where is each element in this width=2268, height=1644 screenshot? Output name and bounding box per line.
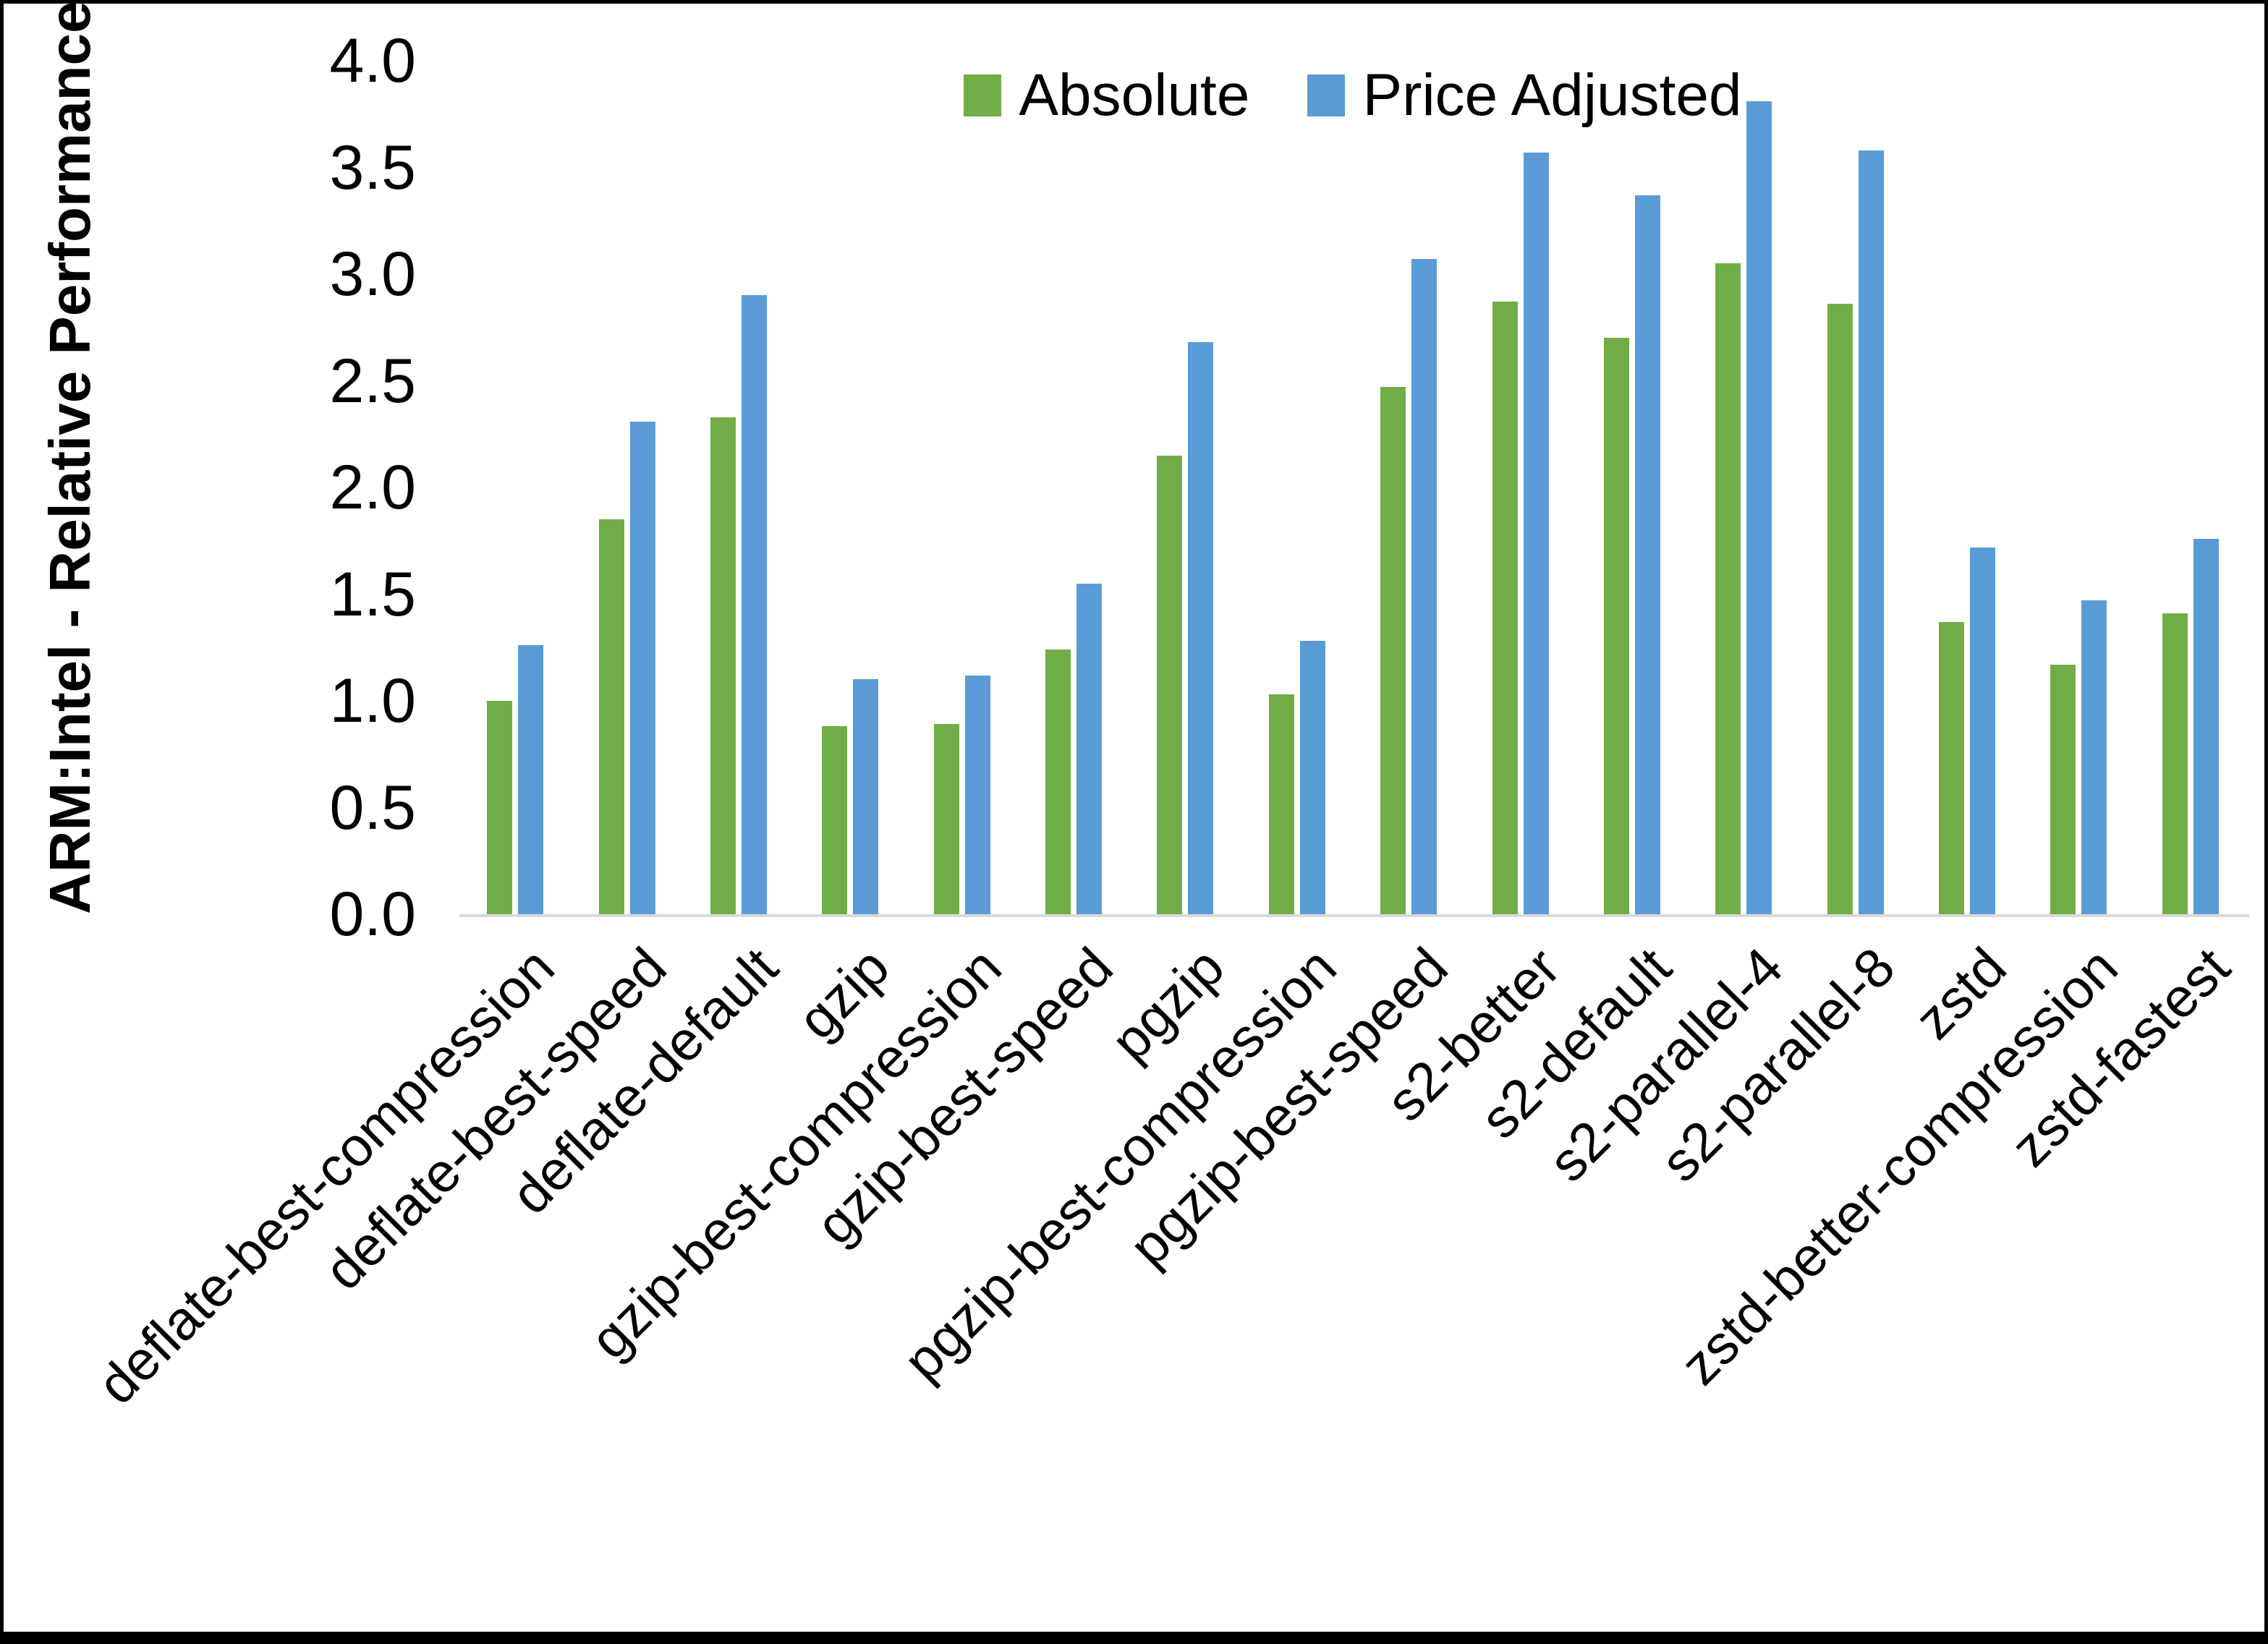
legend: Absolute Price Adjusted — [459, 66, 2246, 125]
legend-item-price-adjusted: Price Adjusted — [1307, 62, 1742, 128]
bar-group — [1603, 61, 1660, 914]
bar-group — [1157, 61, 1214, 914]
y-tick-label: 0.5 — [329, 772, 416, 843]
bar-price-adjusted — [2193, 539, 2219, 914]
bar-price-adjusted — [964, 676, 990, 914]
bar-group — [1715, 61, 1772, 914]
bar-price-adjusted — [1746, 101, 1772, 914]
legend-swatch-icon — [1307, 74, 1346, 116]
bar-price-adjusted — [2081, 600, 2107, 914]
y-tick-label: 1.0 — [329, 666, 416, 736]
bar-price-adjusted — [1076, 584, 1103, 914]
bar-group — [933, 61, 990, 914]
bar-absolute — [1157, 456, 1183, 914]
bar-group — [1268, 61, 1325, 914]
bar-price-adjusted — [518, 645, 544, 914]
bar-group — [822, 61, 879, 914]
bar-absolute — [2162, 613, 2188, 914]
y-axis-title: ARM:Intel - Relative Performance — [38, 1, 102, 914]
y-tick-label: 4.0 — [329, 26, 416, 95]
y-tick-label: 2.0 — [329, 453, 416, 522]
y-tick-label: 2.5 — [329, 346, 416, 416]
bar-group — [1827, 61, 1884, 914]
x-tick-label: zstd-fastest — [1999, 936, 2242, 1179]
bar-absolute — [2050, 665, 2076, 914]
bar-price-adjusted — [1858, 150, 1884, 914]
legend-swatch-icon — [964, 74, 1002, 116]
bar-absolute — [1603, 338, 1629, 914]
bar-absolute — [822, 726, 848, 914]
legend-label: Price Adjusted — [1362, 62, 1742, 128]
bar-absolute — [933, 724, 959, 914]
plot-area — [459, 61, 2246, 914]
y-tick-label: 3.5 — [329, 132, 416, 203]
bar-group — [487, 61, 544, 914]
bar-absolute — [1380, 387, 1406, 914]
bar-price-adjusted — [1188, 342, 1214, 914]
bar-price-adjusted — [629, 422, 655, 914]
bar-group — [598, 61, 655, 914]
y-tick-label: 1.5 — [329, 559, 416, 629]
bar-group — [2162, 61, 2219, 914]
bar-absolute — [1492, 302, 1518, 914]
bar-absolute — [710, 417, 736, 914]
bar-price-adjusted — [853, 679, 879, 914]
bar-price-adjusted — [1411, 259, 1437, 914]
bar-group — [710, 61, 767, 914]
bar-group — [1939, 61, 1996, 914]
bar-absolute — [598, 519, 624, 914]
y-tick-label: 3.0 — [329, 239, 416, 309]
legend-label: Absolute — [1019, 62, 1250, 128]
bar-group — [1045, 61, 1103, 914]
bar-price-adjusted — [1970, 548, 1996, 914]
bar-price-adjusted — [1634, 195, 1660, 914]
bar-absolute — [487, 701, 513, 914]
bar-absolute — [1715, 263, 1741, 914]
bar-group — [1380, 61, 1437, 914]
bar-price-adjusted — [1299, 641, 1325, 914]
bar-price-adjusted — [741, 295, 767, 914]
bar-group — [1492, 61, 1549, 914]
bar-absolute — [1939, 622, 1965, 914]
bar-absolute — [1268, 694, 1294, 914]
legend-item-absolute: Absolute — [964, 66, 1249, 125]
bar-absolute — [1045, 649, 1071, 914]
bar-absolute — [1827, 304, 1853, 914]
bar-price-adjusted — [1523, 153, 1549, 914]
y-tick-label: 0.0 — [329, 880, 416, 949]
x-axis-line — [459, 914, 2249, 917]
bar-group — [2050, 61, 2107, 914]
